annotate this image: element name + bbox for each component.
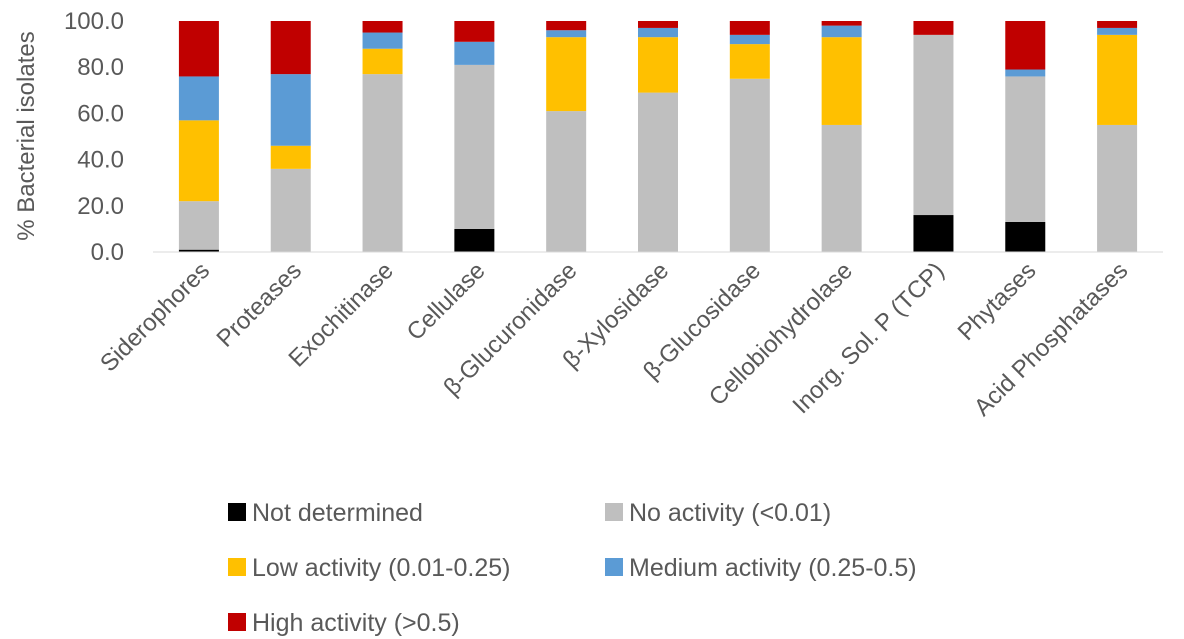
bar-segment	[1005, 221, 1046, 252]
legend-label: No activity (<0.01)	[629, 499, 831, 527]
bar-segment	[270, 145, 311, 169]
bar-segment	[913, 34, 954, 216]
y-tick-label: 100.0	[64, 8, 124, 35]
legend-swatch	[228, 558, 246, 576]
y-tick-label: 40.0	[77, 147, 124, 174]
legend-label: Medium activity (0.25-0.5)	[629, 554, 917, 582]
x-tick-label: Proteases	[211, 257, 307, 353]
bar-segment	[638, 21, 678, 28]
bar-segment	[729, 21, 770, 35]
legend-swatch	[605, 558, 623, 576]
bar-segment	[1005, 21, 1046, 70]
x-tick-label: Inorg. Sol. P (TCP)	[788, 257, 950, 419]
bar-segment	[913, 21, 954, 35]
bar-segment	[638, 27, 678, 38]
legend-swatch	[605, 503, 623, 521]
bar-segment	[821, 21, 862, 26]
bar-segment	[1005, 76, 1046, 222]
y-tick-label: 20.0	[77, 193, 124, 220]
bar-segment	[821, 124, 862, 252]
y-axis-title: % Bacterial isolates	[13, 31, 40, 240]
bar-segment	[1097, 124, 1138, 252]
bar-segment	[1005, 69, 1046, 77]
legend-label: Not determined	[252, 499, 423, 527]
bar-segment	[546, 111, 587, 252]
bar-segment	[362, 21, 403, 33]
bar-segment	[178, 201, 219, 250]
bars	[178, 21, 1138, 252]
bar-segment	[546, 37, 587, 112]
bar-segment	[454, 228, 495, 252]
bar-segment	[362, 32, 403, 49]
bar-segment	[729, 44, 770, 79]
bar-segment	[546, 21, 587, 31]
y-tick-label: 80.0	[77, 54, 124, 81]
bar-segment	[1097, 27, 1138, 35]
legend-label: High activity (>0.5)	[252, 609, 460, 637]
bar-segment	[270, 74, 311, 146]
bar-segment	[178, 21, 219, 77]
x-tick-label: Acid Phosphatases	[969, 257, 1133, 421]
bar-segment	[362, 48, 403, 75]
bar-segment	[1097, 21, 1138, 28]
bar-segment	[913, 215, 954, 252]
bar-segment	[821, 25, 862, 38]
x-tick-label: Phytases	[953, 257, 1042, 346]
legend-label: Low activity (0.01-0.25)	[252, 554, 510, 582]
legend: Not determined No activity (<0.01) Low act…	[228, 499, 917, 637]
bar-segment	[178, 249, 219, 252]
y-axis-ticks: 0.0 20.0 40.0 60.0 80.0 100.0	[64, 8, 124, 266]
legend-swatch	[228, 503, 246, 521]
bar-segment	[270, 168, 311, 252]
y-tick-label: 60.0	[77, 100, 124, 127]
bar-segment	[178, 120, 219, 202]
bar-segment	[362, 74, 403, 252]
bar-segment	[270, 21, 311, 75]
bar-segment	[454, 64, 495, 229]
bar-segment	[638, 92, 678, 252]
x-tick-label: Siderophores	[95, 257, 215, 377]
bar-segment	[1097, 34, 1138, 125]
bar-segment	[546, 30, 587, 38]
bar-segment	[821, 37, 862, 125]
legend-swatch	[228, 613, 246, 631]
bar-segment	[454, 41, 495, 65]
bar-segment	[178, 76, 219, 121]
bar-segment	[729, 78, 770, 252]
y-tick-label: 0.0	[91, 239, 124, 266]
bar-segment	[454, 21, 495, 42]
bar-segment	[729, 34, 770, 45]
x-tick-label: Cellulase	[402, 257, 491, 346]
bar-segment	[638, 37, 678, 93]
